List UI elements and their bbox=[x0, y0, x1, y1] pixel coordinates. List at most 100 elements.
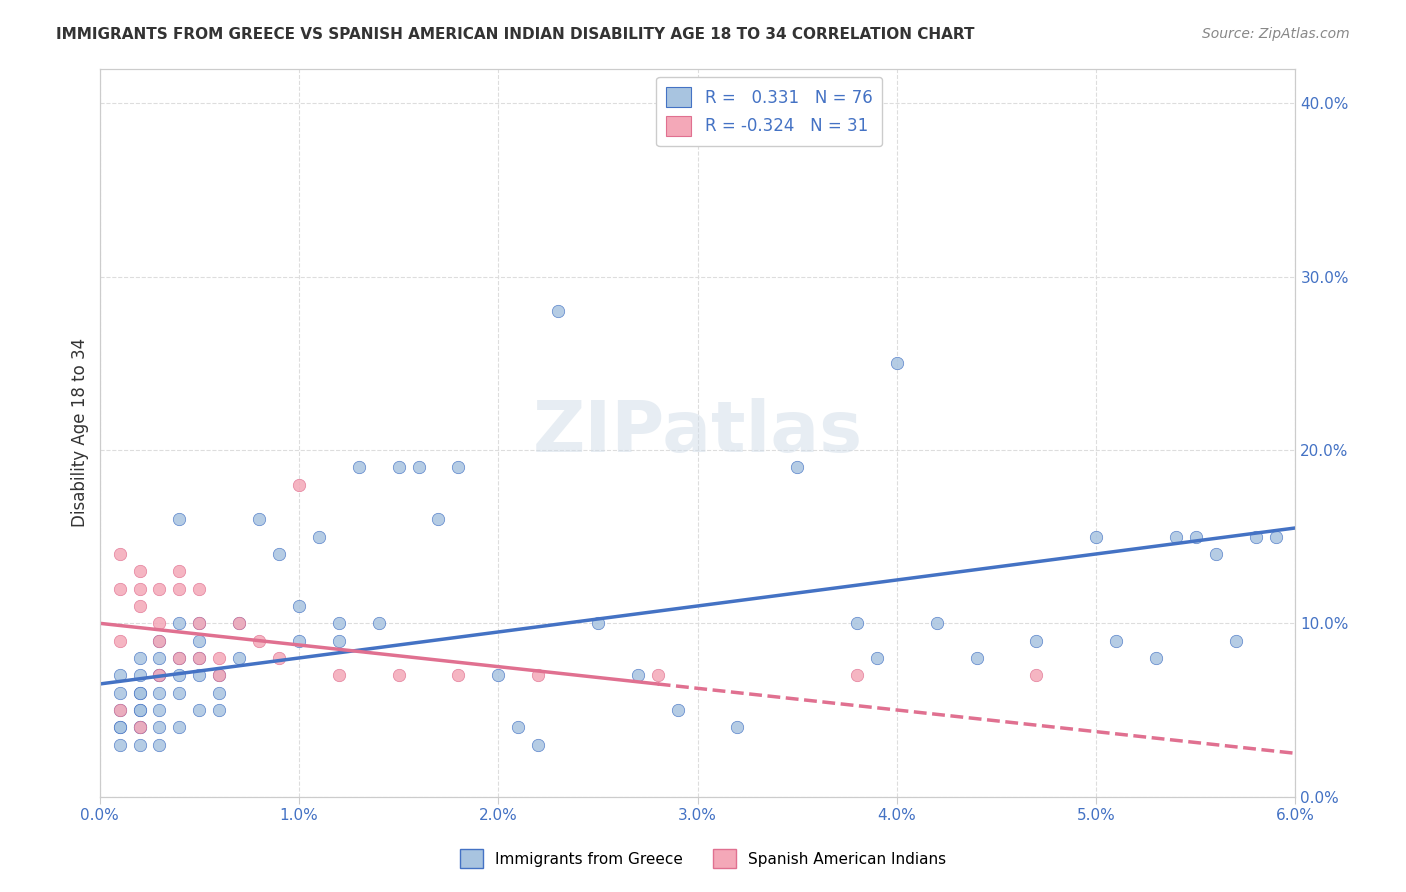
Y-axis label: Disability Age 18 to 34: Disability Age 18 to 34 bbox=[72, 338, 89, 527]
Immigrants from Greece bbox=[128, 720, 150, 734]
Immigrants from Greece bbox=[267, 547, 290, 561]
Immigrants from Greece bbox=[108, 720, 131, 734]
Spanish American Indians bbox=[247, 633, 270, 648]
Immigrants from Greece bbox=[148, 668, 170, 682]
Immigrants from Greece bbox=[108, 720, 131, 734]
Immigrants from Greece bbox=[1085, 530, 1108, 544]
Spanish American Indians bbox=[267, 651, 290, 665]
Immigrants from Greece bbox=[508, 720, 530, 734]
Text: ZIPatlas: ZIPatlas bbox=[533, 398, 863, 467]
Immigrants from Greece bbox=[966, 651, 988, 665]
Spanish American Indians bbox=[128, 564, 150, 578]
Immigrants from Greece bbox=[846, 616, 869, 631]
Immigrants from Greece bbox=[169, 720, 191, 734]
Immigrants from Greece bbox=[208, 668, 231, 682]
Immigrants from Greece bbox=[527, 738, 550, 752]
Immigrants from Greece bbox=[308, 530, 330, 544]
Immigrants from Greece bbox=[188, 703, 211, 717]
Spanish American Indians bbox=[108, 547, 131, 561]
Immigrants from Greece bbox=[547, 304, 569, 318]
Immigrants from Greece bbox=[188, 633, 211, 648]
Immigrants from Greece bbox=[188, 651, 211, 665]
Immigrants from Greece bbox=[247, 512, 270, 526]
Immigrants from Greece bbox=[328, 616, 350, 631]
Immigrants from Greece bbox=[1164, 530, 1187, 544]
Immigrants from Greece bbox=[408, 460, 430, 475]
Spanish American Indians bbox=[647, 668, 669, 682]
Immigrants from Greece bbox=[148, 720, 170, 734]
Immigrants from Greece bbox=[108, 686, 131, 700]
Spanish American Indians bbox=[208, 651, 231, 665]
Spanish American Indians bbox=[228, 616, 250, 631]
Immigrants from Greece bbox=[666, 703, 689, 717]
Immigrants from Greece bbox=[188, 616, 211, 631]
Immigrants from Greece bbox=[128, 668, 150, 682]
Spanish American Indians bbox=[128, 599, 150, 613]
Immigrants from Greece bbox=[627, 668, 650, 682]
Immigrants from Greece bbox=[128, 686, 150, 700]
Text: Source: ZipAtlas.com: Source: ZipAtlas.com bbox=[1202, 27, 1350, 41]
Immigrants from Greece bbox=[1264, 530, 1286, 544]
Immigrants from Greece bbox=[169, 512, 191, 526]
Immigrants from Greece bbox=[108, 738, 131, 752]
Spanish American Indians bbox=[388, 668, 411, 682]
Spanish American Indians bbox=[148, 633, 170, 648]
Spanish American Indians bbox=[846, 668, 869, 682]
Immigrants from Greece bbox=[586, 616, 609, 631]
Immigrants from Greece bbox=[128, 703, 150, 717]
Immigrants from Greece bbox=[169, 686, 191, 700]
Immigrants from Greece bbox=[148, 633, 170, 648]
Spanish American Indians bbox=[148, 582, 170, 596]
Immigrants from Greece bbox=[188, 668, 211, 682]
Immigrants from Greece bbox=[1144, 651, 1167, 665]
Immigrants from Greece bbox=[786, 460, 808, 475]
Immigrants from Greece bbox=[1105, 633, 1128, 648]
Immigrants from Greece bbox=[288, 633, 311, 648]
Immigrants from Greece bbox=[288, 599, 311, 613]
Immigrants from Greece bbox=[128, 651, 150, 665]
Spanish American Indians bbox=[188, 651, 211, 665]
Spanish American Indians bbox=[447, 668, 470, 682]
Spanish American Indians bbox=[148, 668, 170, 682]
Immigrants from Greece bbox=[148, 651, 170, 665]
Immigrants from Greece bbox=[328, 633, 350, 648]
Immigrants from Greece bbox=[128, 720, 150, 734]
Spanish American Indians bbox=[108, 633, 131, 648]
Immigrants from Greece bbox=[1225, 633, 1247, 648]
Immigrants from Greece bbox=[128, 738, 150, 752]
Immigrants from Greece bbox=[208, 703, 231, 717]
Spanish American Indians bbox=[169, 564, 191, 578]
Immigrants from Greece bbox=[148, 703, 170, 717]
Legend: Immigrants from Greece, Spanish American Indians: Immigrants from Greece, Spanish American… bbox=[451, 841, 955, 875]
Immigrants from Greece bbox=[108, 703, 131, 717]
Spanish American Indians bbox=[148, 616, 170, 631]
Immigrants from Greece bbox=[427, 512, 450, 526]
Spanish American Indians bbox=[1025, 668, 1047, 682]
Immigrants from Greece bbox=[886, 356, 908, 370]
Immigrants from Greece bbox=[1185, 530, 1208, 544]
Immigrants from Greece bbox=[128, 686, 150, 700]
Spanish American Indians bbox=[208, 668, 231, 682]
Immigrants from Greece bbox=[1205, 547, 1227, 561]
Immigrants from Greece bbox=[169, 668, 191, 682]
Immigrants from Greece bbox=[1025, 633, 1047, 648]
Immigrants from Greece bbox=[108, 668, 131, 682]
Immigrants from Greece bbox=[228, 616, 250, 631]
Immigrants from Greece bbox=[866, 651, 889, 665]
Immigrants from Greece bbox=[347, 460, 370, 475]
Immigrants from Greece bbox=[925, 616, 948, 631]
Spanish American Indians bbox=[188, 616, 211, 631]
Immigrants from Greece bbox=[148, 668, 170, 682]
Immigrants from Greece bbox=[128, 703, 150, 717]
Spanish American Indians bbox=[188, 582, 211, 596]
Immigrants from Greece bbox=[228, 651, 250, 665]
Spanish American Indians bbox=[527, 668, 550, 682]
Immigrants from Greece bbox=[486, 668, 509, 682]
Immigrants from Greece bbox=[148, 738, 170, 752]
Immigrants from Greece bbox=[148, 686, 170, 700]
Immigrants from Greece bbox=[169, 616, 191, 631]
Spanish American Indians bbox=[128, 582, 150, 596]
Text: IMMIGRANTS FROM GREECE VS SPANISH AMERICAN INDIAN DISABILITY AGE 18 TO 34 CORREL: IMMIGRANTS FROM GREECE VS SPANISH AMERIC… bbox=[56, 27, 974, 42]
Immigrants from Greece bbox=[1244, 530, 1267, 544]
Spanish American Indians bbox=[328, 668, 350, 682]
